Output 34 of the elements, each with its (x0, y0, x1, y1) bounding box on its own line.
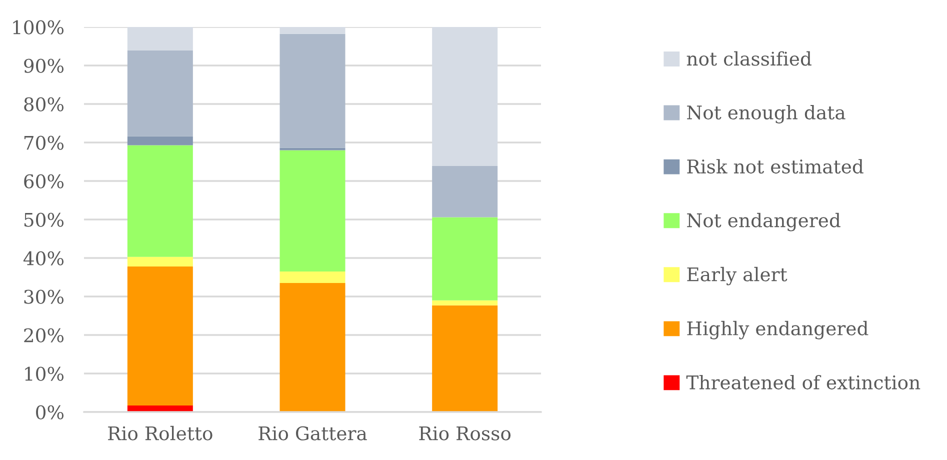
y-tick-label: 60% (24, 174, 64, 188)
legend-label: Highly endangered (687, 320, 868, 340)
y-tick-label: 50% (24, 212, 64, 227)
bar (127, 145, 193, 257)
bar (280, 150, 346, 272)
legend-label: not classified (686, 51, 812, 66)
legend-label: Threatened of extinction (686, 374, 920, 390)
legend-label: Early alert (687, 266, 788, 286)
y-tick-label: 30% (24, 290, 64, 304)
bar (432, 217, 498, 300)
x-tick-label: Rio Roletto (108, 426, 212, 440)
y-tick-label: 10% (25, 366, 64, 381)
x-tick-label: Rio Gattera (258, 426, 367, 440)
x-tick-label: Rio Rosso (419, 426, 511, 440)
bar (127, 136, 193, 146)
bar (432, 300, 498, 306)
legend-label: Risk not estimated (687, 159, 864, 174)
bar (432, 166, 498, 218)
bar (127, 266, 193, 406)
y-tick-label: 20% (24, 328, 64, 342)
bar (127, 256, 193, 266)
y-tick-label: 100% (13, 20, 64, 34)
y-tick-label: 0% (36, 405, 64, 420)
legend-label: Not enough data (687, 105, 846, 124)
bar (432, 305, 498, 412)
bar (127, 50, 193, 136)
legend-label: Not endangered (687, 212, 840, 232)
y-tick-label: 70% (24, 136, 64, 150)
bar (280, 271, 346, 284)
y-tick-label: 90% (24, 58, 64, 73)
y-tick-label: 80% (24, 97, 64, 112)
bar (280, 283, 346, 412)
y-tick-label: 40% (23, 251, 64, 266)
bar (280, 34, 346, 148)
